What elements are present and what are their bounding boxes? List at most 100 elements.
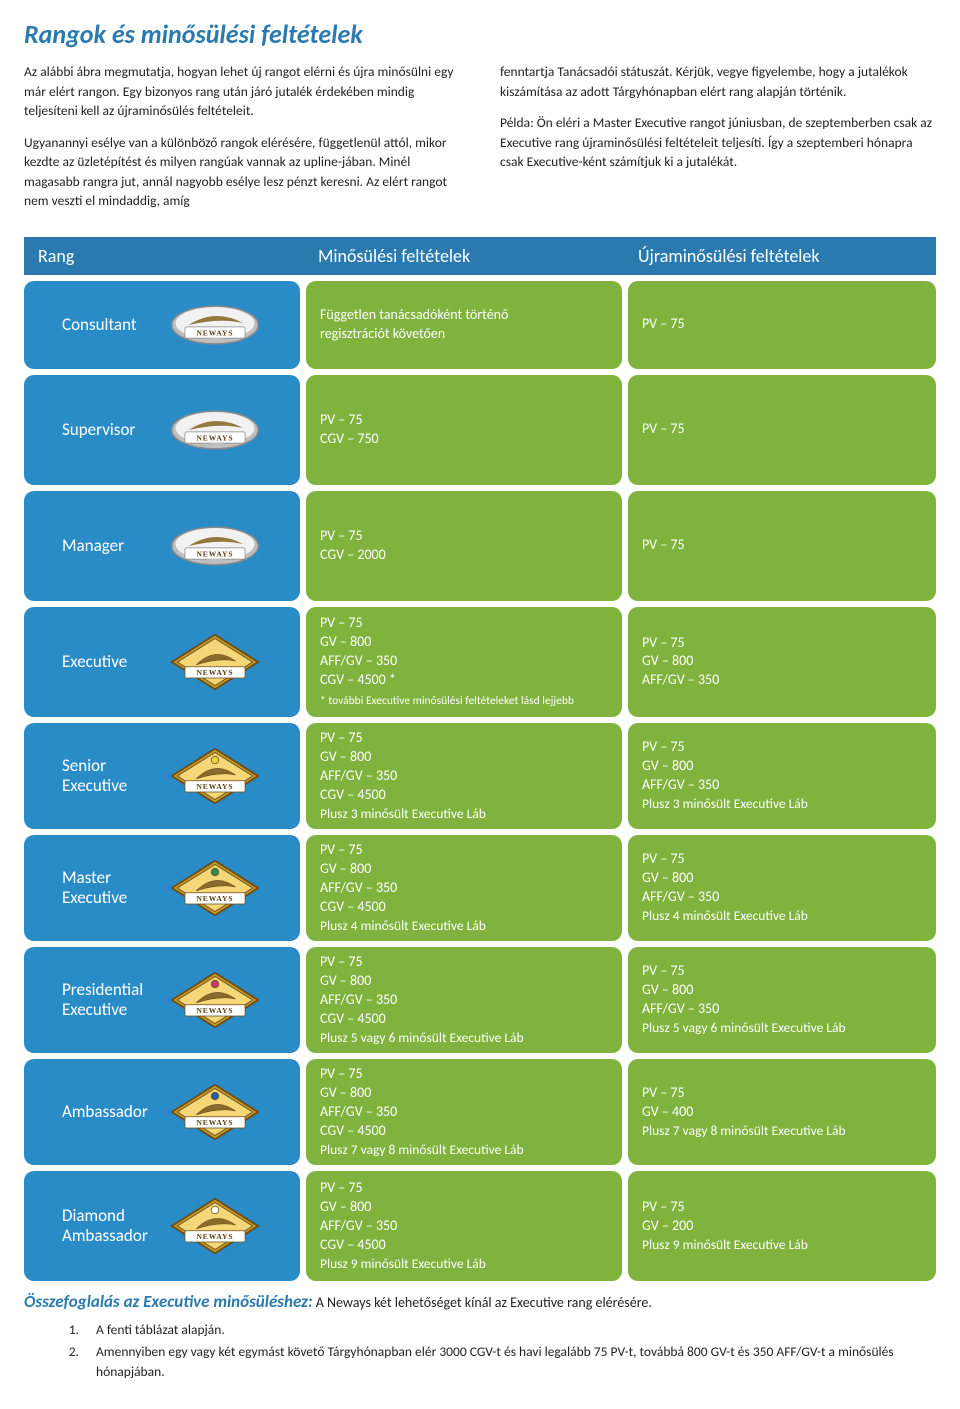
requal-line: PV – 75	[642, 850, 922, 869]
svg-text:NEWAYS: NEWAYS	[196, 894, 233, 903]
qualification-cell: PV – 75CGV – 2000	[306, 491, 622, 601]
qual-plus: Plusz 9 minősült Executive Láb	[320, 1255, 608, 1273]
qual-line: regisztrációt követően	[320, 325, 608, 344]
requal-plus: Plusz 7 vagy 8 minősült Executive Láb	[642, 1122, 922, 1140]
requalification-cell: PV – 75	[628, 375, 936, 485]
requal-plus: Plusz 5 vagy 6 minősült Executive Láb	[642, 1019, 922, 1037]
qual-line: PV – 75	[320, 1065, 608, 1084]
requalification-cell: PV – 75GV – 800AFF/GV – 350Plusz 4 minős…	[628, 835, 936, 941]
svg-text:NEWAYS: NEWAYS	[196, 1232, 233, 1241]
ranks-table: Rang Minősülési feltételek Újraminősülés…	[24, 237, 936, 1281]
qual-line: AFF/GV – 350	[320, 1217, 608, 1236]
requalification-cell: PV – 75GV – 400Plusz 7 vagy 8 minősült E…	[628, 1059, 936, 1165]
summary-item: Amennyiben egy vagy két egymást követő T…	[82, 1342, 936, 1383]
rank-cell: MasterExecutive NEWAYS	[24, 835, 300, 941]
requal-line: PV – 75	[642, 420, 922, 439]
qual-line: PV – 75	[320, 614, 608, 633]
qual-line: CGV – 4500	[320, 1122, 608, 1141]
rank-badge-icon: NEWAYS	[168, 969, 262, 1031]
qual-note: * további Executive minősülési feltétele…	[320, 694, 608, 710]
svg-text:NEWAYS: NEWAYS	[196, 549, 233, 558]
rank-label: Manager	[62, 536, 154, 556]
requal-line: PV – 75	[642, 962, 922, 981]
requal-plus: Plusz 3 minősült Executive Láb	[642, 795, 922, 813]
table-row: Manager NEWAYSPV – 75CGV – 2000PV – 75	[24, 491, 936, 601]
qual-plus: Plusz 5 vagy 6 minősült Executive Láb	[320, 1029, 608, 1047]
requalification-cell: PV – 75GV – 800AFF/GV – 350Plusz 5 vagy …	[628, 947, 936, 1053]
rank-cell: Manager NEWAYS	[24, 491, 300, 601]
header-rang: Rang	[24, 237, 304, 275]
requalification-cell: PV – 75GV – 800AFF/GV – 350Plusz 3 minős…	[628, 723, 936, 829]
rank-cell: Consultant NEWAYS	[24, 281, 300, 369]
summary-lead-tail: A Neways két lehetőséget kínál az Execut…	[316, 1294, 652, 1311]
qual-line: GV – 800	[320, 633, 608, 652]
requal-line: AFF/GV – 350	[642, 776, 922, 795]
table-row: Supervisor NEWAYSPV – 75CGV – 750PV – 75	[24, 375, 936, 485]
qual-line: PV – 75	[320, 1179, 608, 1198]
rank-label: Ambassador	[62, 1102, 154, 1122]
qual-line: CGV – 4500 *	[320, 671, 608, 690]
rank-cell: Executive NEWAYS	[24, 607, 300, 717]
intro-right-p1: fenntartja Tanácsadói státuszát. Kérjük,…	[500, 62, 936, 101]
rank-cell: SeniorExecutive NEWAYS	[24, 723, 300, 829]
qual-line: CGV – 4500	[320, 898, 608, 917]
requal-plus: Plusz 9 minősült Executive Láb	[642, 1236, 922, 1254]
rank-label: MasterExecutive	[62, 868, 154, 907]
summary-list: A fenti táblázat alapján.Amennyiben egy …	[82, 1320, 936, 1383]
rank-label: Supervisor	[62, 420, 154, 440]
summary-lead: Összefoglalás az Executive minősüléshez:	[24, 1291, 313, 1312]
rank-badge-icon: NEWAYS	[168, 298, 262, 352]
requalification-cell: PV – 75	[628, 491, 936, 601]
requal-line: GV – 200	[642, 1217, 922, 1236]
qual-line: AFF/GV – 350	[320, 991, 608, 1010]
intro-left-p2: Ugyanannyi esélye van a különböző rangok…	[24, 133, 460, 211]
rank-label: PresidentialExecutive	[62, 980, 154, 1019]
requal-line: PV – 75	[642, 536, 922, 555]
requal-line: PV – 75	[642, 1198, 922, 1217]
rank-label: DiamondAmbassador	[62, 1206, 154, 1245]
rank-badge-icon: NEWAYS	[168, 745, 262, 807]
qual-line: AFF/GV – 350	[320, 652, 608, 671]
table-row: MasterExecutive NEWAYSPV – 75GV – 800AFF…	[24, 835, 936, 941]
rank-badge-icon: NEWAYS	[168, 1081, 262, 1143]
qual-line: AFF/GV – 350	[320, 879, 608, 898]
summary-item: A fenti táblázat alapján.	[82, 1320, 936, 1340]
qual-line: GV – 800	[320, 860, 608, 879]
qual-line: PV – 75	[320, 953, 608, 972]
requal-line: GV – 400	[642, 1103, 922, 1122]
qual-line: PV – 75	[320, 841, 608, 860]
qual-line: GV – 800	[320, 748, 608, 767]
rank-cell: DiamondAmbassador NEWAYS	[24, 1171, 300, 1281]
rank-badge-icon: NEWAYS	[168, 631, 262, 693]
qual-line: CGV – 4500	[320, 1236, 608, 1255]
qual-line: CGV – 2000	[320, 546, 608, 565]
qual-line: CGV – 4500	[320, 1010, 608, 1029]
table-header: Rang Minősülési feltételek Újraminősülés…	[24, 237, 936, 275]
svg-text:NEWAYS: NEWAYS	[196, 328, 233, 337]
intro-left-p1: Az alábbi ábra megmutatja, hogyan lehet …	[24, 62, 460, 121]
qualification-cell: PV – 75GV – 800AFF/GV – 350CGV – 4500Plu…	[306, 1059, 622, 1165]
rank-label: SeniorExecutive	[62, 756, 154, 795]
qual-line: AFF/GV – 350	[320, 767, 608, 786]
requal-plus: Plusz 4 minősült Executive Láb	[642, 907, 922, 925]
qual-plus: Plusz 7 vagy 8 minősült Executive Láb	[320, 1141, 608, 1159]
requal-line: PV – 75	[642, 634, 922, 653]
requal-line: AFF/GV – 350	[642, 1000, 922, 1019]
svg-text:NEWAYS: NEWAYS	[196, 1118, 233, 1127]
table-row: Executive NEWAYSPV – 75GV – 800AFF/GV – …	[24, 607, 936, 717]
requal-line: PV – 75	[642, 738, 922, 757]
requal-line: GV – 800	[642, 652, 922, 671]
intro-right-p2: Példa: Ön eléri a Master Executive rango…	[500, 113, 936, 172]
rank-cell: PresidentialExecutive NEWAYS	[24, 947, 300, 1053]
qual-line: PV – 75	[320, 411, 608, 430]
requal-line: GV – 800	[642, 757, 922, 776]
rank-badge-icon: NEWAYS	[168, 857, 262, 919]
qualification-cell: PV – 75GV – 800AFF/GV – 350CGV – 4500 * *…	[306, 607, 622, 717]
requal-line: GV – 800	[642, 869, 922, 888]
rank-badge-icon: NEWAYS	[168, 1195, 262, 1257]
rank-label: Consultant	[62, 315, 154, 335]
qual-line: PV – 75	[320, 527, 608, 546]
qual-plus: Plusz 3 minősült Executive Láb	[320, 805, 608, 823]
header-requal: Újraminősülési feltételek	[624, 237, 936, 275]
qual-line: GV – 800	[320, 972, 608, 991]
